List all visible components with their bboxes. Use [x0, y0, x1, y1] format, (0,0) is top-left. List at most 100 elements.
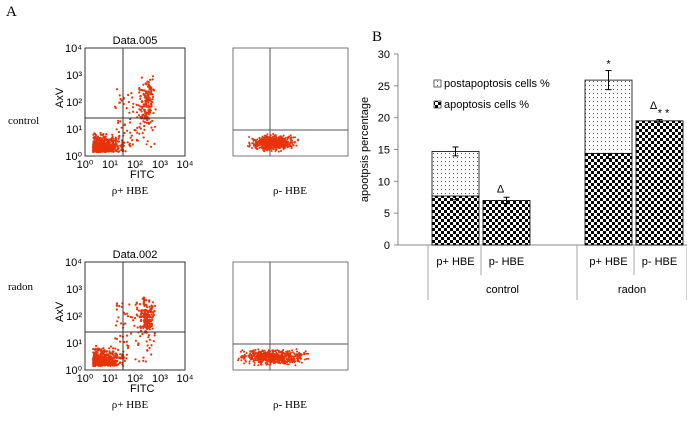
dot: [151, 301, 154, 304]
dot: [131, 96, 134, 99]
dot: [117, 316, 120, 319]
dot: [258, 353, 261, 356]
dot: [277, 145, 280, 148]
dot: [256, 138, 259, 141]
dot: [138, 132, 141, 135]
dot: [262, 350, 265, 353]
dot: [239, 350, 242, 353]
dot: [152, 95, 155, 99]
dot: [142, 92, 145, 95]
dot: [123, 340, 126, 344]
significance-mark: * *: [658, 108, 670, 120]
dot: [114, 106, 117, 110]
dot: [93, 135, 97, 138]
dot: [284, 139, 287, 142]
dot: [256, 355, 259, 358]
dot: [293, 361, 296, 363]
dot: [151, 98, 154, 101]
dot: [286, 145, 289, 148]
dot: [128, 142, 131, 145]
dot: [102, 135, 105, 138]
dot: [280, 359, 283, 362]
dot: [123, 359, 126, 362]
dot: [287, 363, 290, 366]
dot: [150, 88, 153, 91]
dot: [109, 345, 113, 348]
dot: [116, 140, 119, 143]
error-bar: [503, 196, 510, 205]
dot: [137, 114, 141, 117]
dot: [278, 350, 280, 353]
dot: [260, 141, 263, 144]
dot: [99, 133, 102, 136]
dot: [115, 354, 118, 358]
dot: [259, 354, 262, 357]
dot: [296, 355, 299, 358]
y-tick-label: 5: [384, 208, 390, 220]
dot: [144, 360, 147, 363]
dot: [115, 302, 119, 305]
dot: [112, 146, 115, 149]
bar-segment: [635, 120, 684, 246]
dot: [99, 349, 102, 352]
dot: [118, 94, 121, 97]
dot: [147, 95, 150, 98]
dot: [274, 353, 277, 356]
dot: [119, 120, 122, 123]
dot: [115, 337, 118, 340]
dot: [103, 361, 107, 364]
dot: [260, 138, 263, 141]
dot: [146, 344, 149, 347]
dot: [255, 359, 258, 362]
dot: [146, 314, 150, 317]
y-tick-label: 10³: [66, 284, 82, 296]
dot: [268, 358, 271, 361]
dot: [147, 85, 150, 88]
y-tick-label: 10³: [66, 70, 82, 82]
y-tick-label: 10⁴: [65, 43, 82, 55]
dot: [103, 355, 106, 358]
bar-segment: [431, 151, 480, 197]
dot: [108, 141, 111, 144]
dot: [147, 121, 150, 124]
dot: [151, 129, 154, 132]
dot: [153, 334, 156, 337]
dot: [150, 353, 153, 356]
dot: [263, 138, 266, 141]
dot: [154, 108, 157, 111]
dot: [105, 139, 108, 142]
dot: [145, 143, 148, 146]
dot: [114, 140, 117, 143]
dot: [150, 344, 153, 347]
dot: [292, 136, 295, 139]
dot: [134, 303, 137, 306]
panel-label: A: [6, 4, 17, 20]
x-tick-label: p- HBE: [489, 256, 524, 268]
dot: [147, 334, 150, 337]
dot: [282, 139, 284, 142]
y-tick-label: 10⁴: [65, 257, 82, 269]
dot: [103, 359, 106, 362]
dot: [143, 323, 146, 326]
dot: [294, 136, 297, 139]
dot: [269, 357, 271, 360]
dot: [98, 137, 101, 140]
dot: [252, 138, 254, 140]
dot: [248, 136, 251, 138]
dot: [144, 325, 147, 328]
plot-frame: [84, 47, 186, 157]
dot: [272, 146, 275, 149]
dot: [267, 146, 270, 148]
dot: [256, 144, 259, 146]
y-tick-label: 10²: [66, 311, 82, 323]
dot: [107, 143, 110, 147]
dot: [104, 364, 107, 367]
y-tick-label: 10: [378, 176, 390, 188]
dot: [114, 347, 117, 350]
dot: [263, 357, 266, 360]
plot-frame: [84, 261, 186, 371]
dot: [151, 101, 154, 104]
dot: [103, 357, 106, 360]
dot: [254, 351, 256, 354]
dot: [117, 356, 121, 359]
